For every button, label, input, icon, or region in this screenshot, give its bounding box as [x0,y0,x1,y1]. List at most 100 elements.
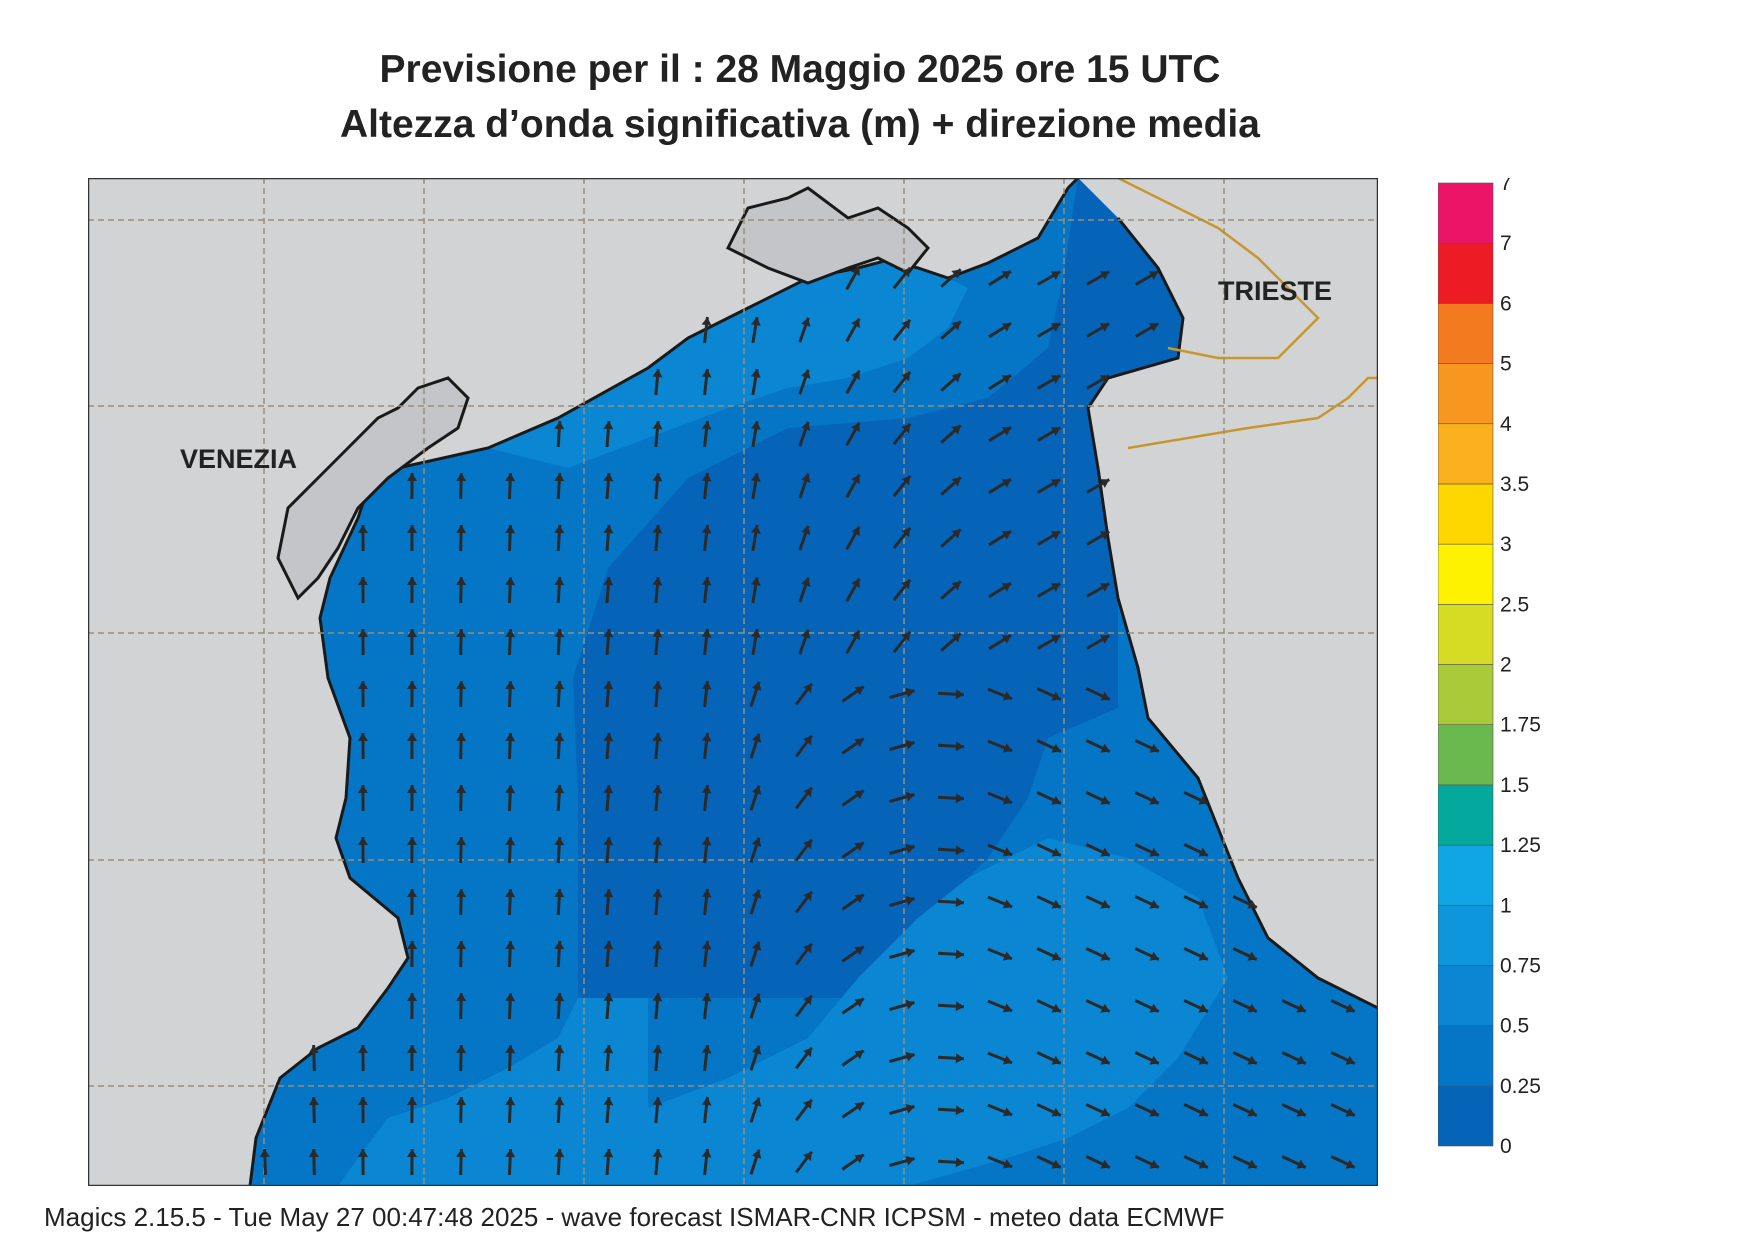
legend-label: 0.5 [1500,1015,1529,1038]
wave-arrow [456,1044,467,1072]
wave-arrow [1232,1155,1258,1169]
wave-arrow [987,947,1013,961]
wave-arrow [407,888,418,916]
map-subtitle: Altezza d’onda significativa (m) + direz… [340,103,1260,146]
wave-arrow [554,940,565,968]
sea-band-05-north [488,260,968,468]
wave-arrow [987,843,1013,857]
wave-arrow [1134,895,1160,909]
color-legend: 0 0.25 0.5 0.75 1 1.25 1.5 1.75 2 2.5 3 3.5 4 5 6 7 7 [1438,178,1541,1158]
wave-arrow [357,680,368,708]
wave-arrow [1036,1051,1062,1065]
wave-arrow [701,836,712,864]
wave-arrow [795,1046,813,1070]
wave-arrow [845,369,861,395]
wave-arrow [845,577,861,603]
wave-arrow [1085,1103,1111,1117]
wave-arrow [603,680,614,708]
wave-arrow [892,526,912,550]
wave-arrow [554,1044,565,1072]
wave-arrow [889,1155,915,1167]
wave-arrow [652,1148,663,1176]
wave-arrow [1036,634,1062,650]
wave-arrow [407,836,418,864]
wave-arrow [1330,1103,1356,1117]
wave-arrow [1232,999,1258,1013]
wave-arrow [749,1045,762,1071]
wave-arrow [603,1044,614,1072]
wave-arrow [889,1051,915,1063]
legend-swatch [1438,543,1494,605]
wave-arrow [940,528,962,548]
wave-arrow [889,791,915,803]
wave-arrow [889,739,915,751]
wave-arrow [750,316,761,344]
wave-arrow [407,680,418,708]
wave-arrow [845,421,861,447]
legend-swatch [1438,483,1494,545]
wave-arrow [1134,999,1160,1013]
wave-arrow [798,421,811,447]
wave-arrow [652,732,663,760]
wave-arrow [505,524,516,552]
wave-arrow [505,784,516,812]
wave-arrow [603,836,614,864]
wave-arrow [749,1149,762,1175]
wave-arrow [889,687,915,699]
legend-label: 4 [1500,413,1512,436]
wave-arrow [652,888,663,916]
wave-arrow [987,1155,1013,1169]
wave-arrow [554,628,565,656]
wave-arrow [940,268,962,288]
wave-arrow [603,420,614,448]
wave-arrow [701,368,712,396]
wave-arrow [407,992,418,1020]
wave-arrow [603,628,614,656]
wave-arrow [505,1096,516,1124]
wave-arrow [505,628,516,656]
legend-swatch [1438,242,1494,304]
legend-swatch [1438,182,1494,244]
wave-arrow [937,1053,965,1064]
wave-arrow [1232,1051,1258,1065]
wave-arrow [889,895,915,907]
wave-arrow [456,1096,467,1124]
wave-arrow [1281,1051,1307,1065]
northern-lagoon [725,186,931,285]
wave-arrow [892,474,912,498]
wave-arrow [1036,1103,1062,1117]
wave-arrow [940,424,962,444]
wave-arrow [357,732,368,760]
wave-arrow [841,997,865,1015]
wave-arrow [701,1148,712,1176]
wave-arrow [1085,322,1111,338]
wave-arrow [554,888,565,916]
wave-arrow [798,525,811,551]
legend-swatch [1438,604,1494,665]
wave-arrow [841,685,865,703]
wave-arrow [554,732,565,760]
wave-arrow [841,893,865,911]
wave-arrow [1183,791,1209,805]
wave-arrow [749,785,762,811]
wave-arrow [456,628,467,656]
wave-arrow [987,1103,1013,1117]
wave-arrow [505,940,516,968]
wave-arrow [456,576,467,604]
wave-arrow [456,784,467,812]
wave-arrow [357,836,368,864]
wave-arrow [603,1096,614,1124]
wave-arrow [1330,999,1356,1013]
wave-arrow [652,628,663,656]
wave-arrow [795,890,813,914]
wave-arrow [841,1101,865,1119]
wave-arrow [940,320,962,340]
wave-arrow [1330,1155,1356,1169]
wave-arrow [1183,1155,1209,1169]
wave-arrow [308,1148,319,1176]
wave-arrow [798,473,811,499]
sea-band-0 [573,178,1183,998]
wave-arrow [603,888,614,916]
wave-arrow [1134,947,1160,961]
wave-arrow [603,472,614,500]
